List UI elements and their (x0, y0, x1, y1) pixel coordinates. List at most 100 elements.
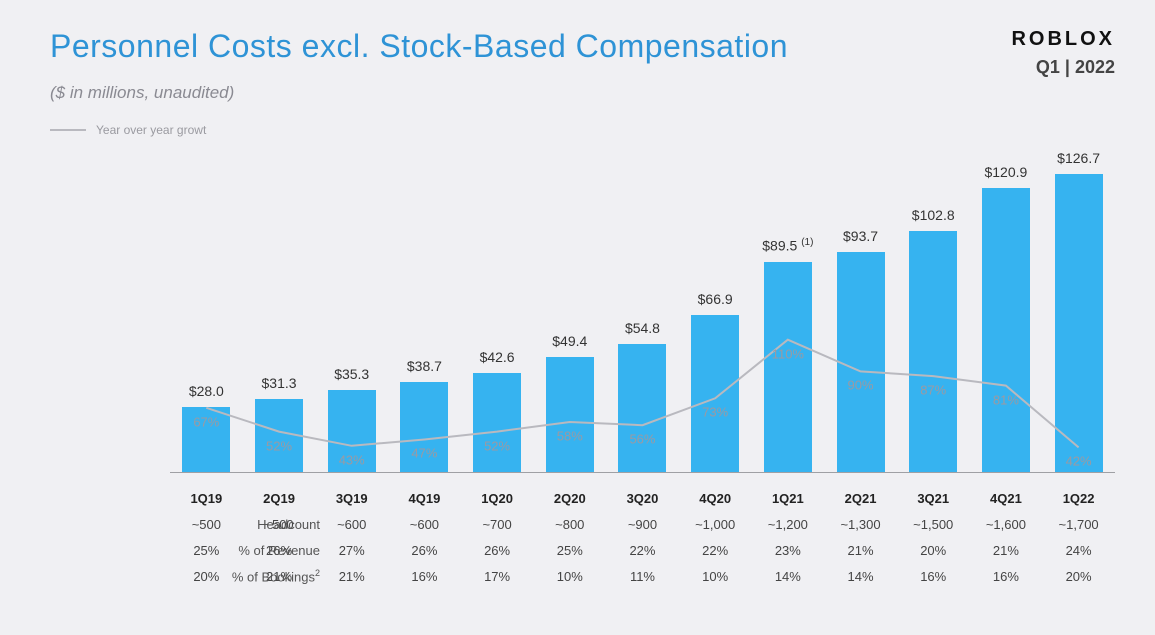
table-row: % of Revenue25%26%27%26%26%25%22%22%23%2… (170, 537, 1115, 563)
growth-label: 56% (629, 432, 655, 447)
bar-value-label: $93.7 (843, 228, 878, 244)
row-cells: 1Q192Q193Q194Q191Q202Q203Q204Q201Q212Q21… (170, 491, 1115, 506)
table-cell: ~900 (606, 517, 679, 532)
slide-subtitle: ($ in millions, unaudited) (50, 83, 788, 103)
table-cell: ~1,300 (824, 517, 897, 532)
table-cell: 10% (533, 569, 606, 584)
table-cell: 1Q20 (461, 491, 534, 506)
bar-value-label: $42.6 (480, 349, 515, 365)
table-cell: ~1,500 (897, 517, 970, 532)
table-cell: 26% (461, 543, 534, 558)
growth-label: 87% (920, 383, 946, 398)
bar-value-label: $120.9 (984, 164, 1027, 180)
table-row: 1Q192Q193Q194Q191Q202Q203Q204Q201Q212Q21… (170, 485, 1115, 511)
table-row: % of Bookings220%21%21%16%17%10%11%10%14… (170, 563, 1115, 589)
bar-col: $66.9 (679, 143, 752, 473)
table-cell: ~1,200 (752, 517, 825, 532)
table-cell: 17% (461, 569, 534, 584)
row-header: % of Bookings2 (160, 568, 330, 584)
bar-value-label: $28.0 (189, 383, 224, 399)
bar-col: $31.3 (243, 143, 316, 473)
title-block: Personnel Costs excl. Stock-Based Compen… (50, 28, 788, 103)
bar-value-label: $102.8 (912, 207, 955, 223)
axis-baseline (170, 472, 1115, 473)
table-cell: 20% (1042, 569, 1115, 584)
header: Personnel Costs excl. Stock-Based Compen… (50, 28, 1115, 103)
legend-label: Year over year growt (96, 123, 206, 137)
bar-value-label: $35.3 (334, 366, 369, 382)
bar (764, 262, 812, 473)
bar-col: $120.9 (970, 143, 1043, 473)
table-cell: ~1,600 (970, 517, 1043, 532)
row-header: % of Revenue (160, 543, 330, 558)
table-cell: 4Q19 (388, 491, 461, 506)
table-cell: 26% (388, 543, 461, 558)
table-cell: 16% (970, 569, 1043, 584)
table-cell: 14% (752, 569, 825, 584)
brand-period: Q1 | 2022 (1011, 57, 1115, 78)
chart-area: $28.0 $31.3 $35.3 $38.7 $42.6 $49.4 $54.8 $66.9… (50, 143, 1115, 589)
bar (691, 315, 739, 473)
bar-col: $49.4 (533, 143, 606, 473)
growth-label: 81% (993, 392, 1019, 407)
growth-label: 90% (848, 378, 874, 393)
bar-value-label: $38.7 (407, 358, 442, 374)
bar (837, 252, 885, 473)
table-cell: 2Q20 (533, 491, 606, 506)
table-cell: 10% (679, 569, 752, 584)
table-cell: 25% (533, 543, 606, 558)
growth-label: 47% (411, 446, 437, 461)
brand-logo: ROBLOX (1011, 28, 1115, 51)
row-header: Headcount (160, 517, 330, 532)
bar-col: $54.8 (606, 143, 679, 473)
bar-value-label: $66.9 (698, 291, 733, 307)
growth-label: 110% (772, 346, 804, 361)
bar (546, 357, 594, 473)
table-cell: 3Q21 (897, 491, 970, 506)
table-cell: 22% (679, 543, 752, 558)
table-cell: 22% (606, 543, 679, 558)
slide-title: Personnel Costs excl. Stock-Based Compen… (50, 28, 788, 65)
table-cell: ~1,000 (679, 517, 752, 532)
table-cell: ~800 (533, 517, 606, 532)
table-cell: 21% (824, 543, 897, 558)
brand-block: ROBLOX Q1 | 2022 (1011, 28, 1115, 78)
table-cell: ~1,700 (1042, 517, 1115, 532)
table-cell: 3Q20 (606, 491, 679, 506)
bar-value-label: $31.3 (262, 375, 297, 391)
table-cell: 20% (897, 543, 970, 558)
table-cell: 23% (752, 543, 825, 558)
table-cell: ~600 (388, 517, 461, 532)
bar (618, 344, 666, 473)
table-cell: 2Q19 (243, 491, 316, 506)
bar-group: $28.0 $31.3 $35.3 $38.7 $42.6 $49.4 $54.8 $66.9… (170, 143, 1115, 473)
table-cell: 1Q19 (170, 491, 243, 506)
legend-line-icon (50, 129, 86, 131)
table-cell: 21% (970, 543, 1043, 558)
table-cell: 4Q21 (970, 491, 1043, 506)
bar-col: $42.6 (461, 143, 534, 473)
bar-value-label: $54.8 (625, 320, 660, 336)
bar-col: $35.3 (315, 143, 388, 473)
slide: Personnel Costs excl. Stock-Based Compen… (0, 0, 1155, 635)
table-cell: 16% (897, 569, 970, 584)
chart-plot: $28.0 $31.3 $35.3 $38.7 $42.6 $49.4 $54.8 $66.9… (170, 143, 1115, 473)
growth-label: 42% (1066, 454, 1092, 469)
bar (255, 399, 303, 473)
bar (473, 373, 521, 473)
growth-label: 52% (266, 438, 292, 453)
bar (1055, 174, 1103, 473)
table-cell: 24% (1042, 543, 1115, 558)
bar-col: $89.5 (1) (752, 143, 825, 473)
table-cell: 4Q20 (679, 491, 752, 506)
table-cell: 11% (606, 569, 679, 584)
table-cell: 2Q21 (824, 491, 897, 506)
legend: Year over year growt (50, 123, 1115, 137)
bar (909, 231, 957, 473)
table-row: Headcount~500~500~600~600~700~800~900~1,… (170, 511, 1115, 537)
data-table: 1Q192Q193Q194Q191Q202Q203Q204Q201Q212Q21… (170, 485, 1115, 589)
table-cell: 3Q19 (315, 491, 388, 506)
bar-value-label: $126.7 (1057, 150, 1100, 166)
bar-value-label: $89.5 (1) (762, 237, 813, 254)
growth-label: 43% (339, 452, 365, 467)
